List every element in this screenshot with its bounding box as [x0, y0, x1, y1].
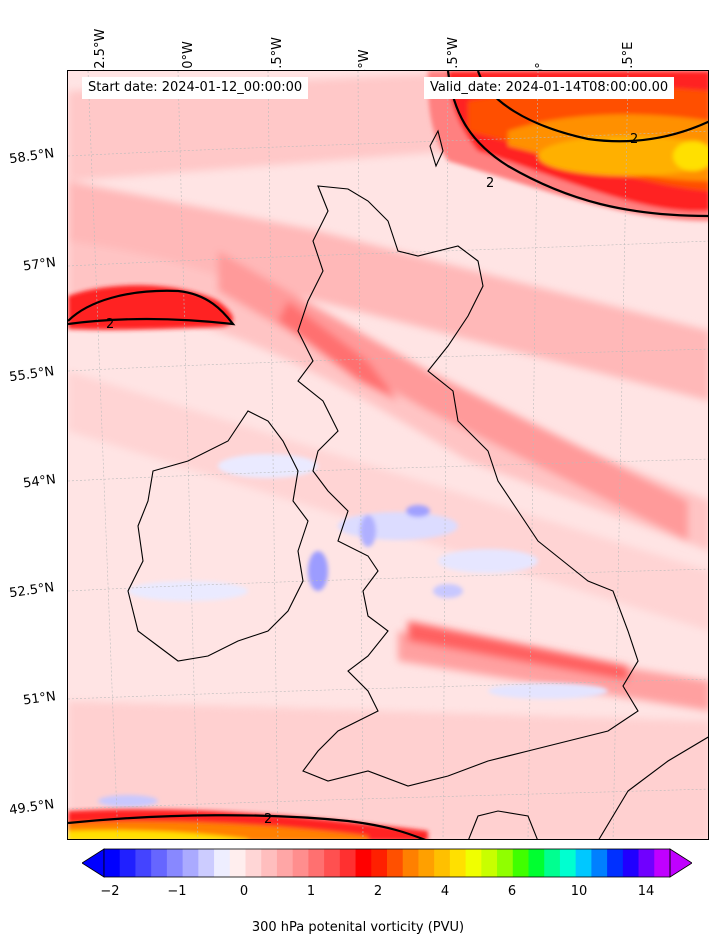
contour-south	[68, 814, 426, 839]
colorbar-outline	[103, 848, 671, 878]
colorbar-segment	[591, 849, 608, 877]
cb-tick-3: 1	[306, 884, 316, 899]
contour-label-ne-2: 2	[486, 176, 494, 191]
colorbar-segment	[214, 849, 231, 877]
colorbar-segment	[465, 849, 482, 877]
lat-label-52-5n: 52.5°N	[8, 580, 56, 602]
colorbar-segment	[135, 849, 152, 877]
contour-labels: 2 2 2 2	[106, 132, 638, 827]
colorbar-extend-max	[669, 848, 692, 878]
colorbar-segment	[481, 849, 498, 877]
colorbar-segment	[575, 849, 592, 877]
colorbar-segment	[324, 849, 341, 877]
colorbar-segment	[638, 849, 655, 877]
cb-tick-2: 0	[239, 884, 249, 899]
colorbar-segment	[622, 849, 640, 877]
lat-label-57n: 57°N	[22, 255, 57, 275]
colorbar-segment	[355, 849, 372, 877]
contour-label-south: 2	[264, 812, 272, 827]
contour-west	[68, 289, 236, 326]
coast-ireland	[127, 410, 309, 662]
colorbar-segment	[387, 849, 404, 877]
coast-shetland	[429, 129, 444, 168]
pv-bands	[68, 71, 708, 839]
lat-label-58-5n: 58.5°N	[8, 146, 56, 168]
lat-label-55-5n: 55.5°N	[8, 364, 56, 386]
coast-great-britain	[297, 185, 639, 787]
contour-label-west: 2	[106, 317, 114, 332]
colorbar-segment	[339, 849, 357, 877]
cb-tick-6: 6	[507, 884, 517, 899]
colorbar-segment	[119, 849, 136, 877]
pv-core-west	[68, 285, 233, 330]
colorbar-segment	[371, 849, 388, 877]
colorbar-label: 300 hPa potenital vorticity (PVU)	[251, 920, 465, 935]
colorbar-segment	[654, 849, 671, 877]
cb-tick-7: 10	[570, 884, 588, 899]
colorbar-segment	[229, 849, 246, 877]
cb-tick-5: 4	[440, 884, 450, 899]
lat-label-49-5n: 49.5°N	[8, 797, 56, 819]
cb-tick-0: −2	[100, 884, 120, 899]
cb-tick-8: 14	[637, 884, 655, 899]
colorbar-segment	[276, 849, 294, 877]
colorbar-extend-min	[82, 848, 105, 878]
coast-france	[468, 810, 538, 839]
colorbar-segment	[198, 849, 215, 877]
colorbar-segment	[308, 849, 325, 877]
colorbar-segment	[512, 849, 529, 877]
colorbar-segment	[292, 849, 309, 877]
cb-tick-1: −1	[167, 884, 187, 899]
colorbar	[82, 848, 692, 878]
colorbar-segment	[182, 849, 199, 877]
lat-label-51n: 51°N	[22, 689, 57, 709]
cb-tick-4: 2	[373, 884, 383, 899]
coast-continent	[598, 736, 708, 839]
colorbar-segment	[104, 849, 121, 877]
colorbar-segment	[245, 849, 262, 877]
graticule	[68, 71, 708, 839]
colorbar-segment	[528, 849, 545, 877]
lat-label-54n: 54°N	[22, 472, 57, 492]
coastlines	[127, 129, 708, 839]
colorbar-segment	[559, 849, 577, 877]
start-date-label: Start date: 2024-01-12_00:00:00	[82, 77, 309, 99]
colorbar-segment	[434, 849, 451, 877]
colorbar-segment	[166, 849, 184, 877]
contour-north-east	[446, 71, 708, 218]
map-panel: 2 2 2 2	[67, 70, 709, 840]
colorbar-segment	[151, 849, 168, 877]
colorbar-segment	[449, 849, 467, 877]
colorbar-segment	[544, 849, 561, 877]
colorbar-segment	[402, 849, 419, 877]
valid-date-label: Valid_date: 2024-01-14T08:00:00.00	[424, 77, 675, 99]
pv-field-map: 2 2 2 2	[68, 71, 708, 839]
colorbar-segment	[418, 849, 435, 877]
contour-label-ne-1: 2	[630, 132, 638, 147]
colorbar-segment	[607, 849, 624, 877]
colorbar-segment	[261, 849, 278, 877]
colorbar-segment	[497, 849, 514, 877]
